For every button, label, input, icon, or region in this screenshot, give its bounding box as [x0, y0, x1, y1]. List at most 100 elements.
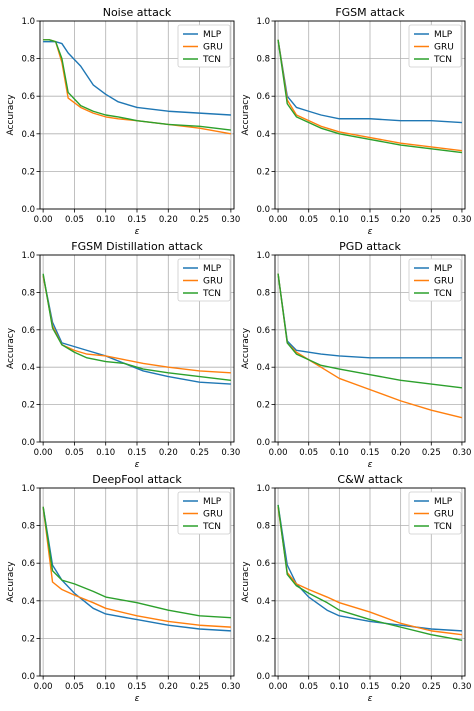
x-tick-label: 0.25	[422, 448, 441, 458]
legend-label-tcn: TCN	[433, 289, 452, 299]
chart-title: Noise attack	[103, 6, 172, 19]
x-tick-label: 0.15	[128, 215, 147, 225]
series-line-gru	[42, 506, 231, 628]
y-tick-label: 0.4	[21, 363, 35, 373]
x-tick-label: 0.10	[96, 448, 115, 458]
y-tick-label: 1.0	[256, 17, 270, 27]
subplot-3: 0.00 0.05 0.10 0.15 0.20 0.25 0.30 0.0 0.2 0.4 0.6…	[6, 240, 240, 470]
y-tick-label: 0.2	[256, 401, 270, 411]
x-tick-label: 0.00	[269, 215, 288, 225]
legend-label-tcn: TCN	[202, 522, 221, 532]
x-tick-label: 0.00	[269, 682, 288, 692]
series-line-tcn	[277, 273, 463, 389]
x-tick-label: 0.25	[190, 682, 209, 692]
y-tick-label: 1.0	[21, 484, 35, 494]
x-tick-label: 0.20	[159, 448, 178, 458]
x-tick-label: 0.30	[452, 682, 471, 692]
x-tick-label: 0.05	[299, 215, 318, 225]
x-tick-label: 0.15	[361, 682, 380, 692]
subplot-2: 0.00 0.05 0.10 0.15 0.20 0.25 0.30 0.0 0.2 0.4 0.6…	[241, 6, 471, 237]
legend-box	[177, 491, 231, 535]
legend: MLP GRU TCN	[408, 491, 462, 535]
x-axis-label: ε	[368, 460, 373, 470]
legend: MLP GRU TCN	[177, 258, 231, 302]
x-tick-label: 0.20	[159, 215, 178, 225]
x-tick-label: 0.10	[330, 215, 349, 225]
x-tick-label: 0.25	[422, 215, 441, 225]
y-tick-label: 1.0	[21, 251, 35, 261]
legend-label-mlp: MLP	[203, 497, 222, 507]
y-tick-label: 0.4	[21, 597, 35, 607]
y-tick-label: 0.2	[21, 634, 35, 644]
legend-label-mlp: MLP	[434, 264, 453, 274]
legend-box	[177, 24, 231, 68]
y-tick-label: 0.4	[256, 597, 270, 607]
y-axis-label: Accuracy	[241, 327, 251, 369]
x-axis-label: ε	[368, 694, 373, 704]
legend-label-gru: GRU	[434, 277, 454, 287]
x-tick-label: 0.25	[422, 682, 441, 692]
legend-label-gru: GRU	[203, 277, 223, 287]
x-axis-label: ε	[135, 227, 140, 237]
x-tick-label: 0.10	[330, 682, 349, 692]
y-tick-label: 0.0	[21, 672, 35, 682]
x-tick-label: 0.20	[391, 215, 410, 225]
x-tick-label: 0.30	[221, 448, 240, 458]
series-line-tcn	[42, 506, 231, 619]
y-tick-label: 1.0	[256, 251, 270, 261]
y-tick-label: 0.6	[21, 559, 35, 569]
subplot-4: 0.00 0.05 0.10 0.15 0.20 0.25 0.30 0.0 0.2 0.4 0.6…	[241, 240, 471, 470]
x-tick-label: 0.05	[299, 682, 318, 692]
legend-label-gru: GRU	[434, 510, 454, 520]
y-tick-label: 0.8	[21, 288, 35, 298]
legend-box	[177, 258, 231, 302]
subplot-6: 0.00 0.05 0.10 0.15 0.20 0.25 0.30 0.0 0.2 0.4 0.6…	[241, 473, 471, 704]
series-line-mlp	[277, 273, 462, 359]
legend-label-gru: GRU	[203, 510, 223, 520]
x-tick-label: 0.05	[65, 215, 84, 225]
y-tick-label: 0.8	[256, 55, 270, 65]
y-tick-label: 0.6	[21, 92, 35, 102]
y-tick-label: 0.8	[256, 288, 270, 298]
y-tick-label: 0.2	[21, 401, 35, 411]
y-tick-label: 0.0	[256, 672, 270, 682]
subplot-1: 0.00 0.05 0.10 0.15 0.20 0.25 0.30 0.0 0.2 0.4 0.6…	[6, 6, 240, 237]
chart-title: C&W attack	[337, 473, 403, 486]
y-tick-label: 0.0	[256, 205, 270, 215]
legend-box	[408, 491, 462, 535]
y-axis-label: Accuracy	[6, 327, 16, 369]
legend-label-mlp: MLP	[203, 30, 222, 40]
legend-label-tcn: TCN	[202, 289, 221, 299]
x-tick-label: 0.25	[190, 448, 209, 458]
series-line-tcn	[43, 39, 231, 131]
x-axis-label: ε	[135, 694, 140, 704]
x-tick-label: 0.00	[34, 448, 53, 458]
x-tick-label: 0.30	[221, 682, 240, 692]
legend-label-tcn: TCN	[433, 55, 452, 65]
x-tick-label: 0.20	[159, 682, 178, 692]
series-line-tcn	[277, 504, 463, 641]
y-tick-label: 0.6	[21, 326, 35, 336]
x-tick-label: 0.05	[65, 448, 84, 458]
y-axis-label: Accuracy	[6, 94, 16, 136]
chart-title: DeepFool attack	[92, 473, 182, 486]
chart-title: PGD attack	[339, 240, 401, 253]
series-line-mlp	[42, 506, 231, 632]
y-tick-label: 0.2	[256, 634, 270, 644]
legend-label-mlp: MLP	[434, 30, 453, 40]
y-axis-label: Accuracy	[241, 561, 251, 603]
legend-box	[408, 258, 462, 302]
x-tick-label: 0.00	[34, 682, 53, 692]
x-tick-label: 0.10	[330, 448, 349, 458]
legend: MLP GRU TCN	[408, 24, 462, 68]
chart-title: FGSM attack	[335, 6, 405, 19]
legend-label-tcn: TCN	[202, 55, 221, 65]
x-tick-label: 0.15	[361, 215, 380, 225]
legend-box	[408, 24, 462, 68]
series-line-mlp	[277, 39, 462, 124]
y-tick-label: 0.8	[256, 522, 270, 532]
x-axis-label: ε	[135, 460, 140, 470]
x-tick-label: 0.10	[96, 682, 115, 692]
y-tick-label: 0.6	[256, 559, 270, 569]
